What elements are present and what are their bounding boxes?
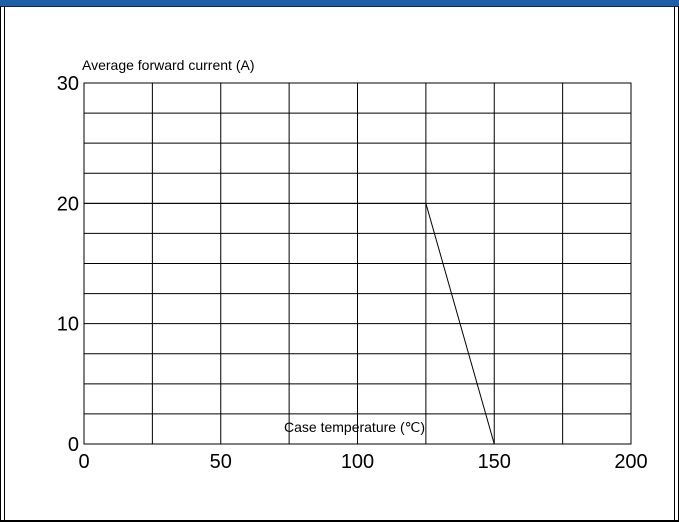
x-axis-label: Case temperature (℃) [284,419,425,435]
window-title-bar [0,0,679,6]
y-tick-label: 30 [57,73,79,95]
y-tick-label: 20 [57,193,79,215]
series-layer [84,202,495,445]
x-tick-label: 0 [78,451,89,473]
window-bottom-border [0,520,679,522]
x-tick-label: 150 [478,451,511,473]
y-tick-label: 0 [68,434,79,456]
y-tick-label: 10 [57,314,79,336]
x-tick-label: 200 [614,451,647,473]
title-bar-divider [0,6,679,7]
window-left-border [0,6,5,522]
x-tick-label: 50 [210,451,232,473]
x-tick-label: 100 [341,451,374,473]
tick-labels: 0 50 100 150 200 0 10 20 30 [57,73,648,473]
y-axis-label: Average forward current (A) [82,57,254,73]
series-line [84,202,495,445]
grid [83,82,632,445]
